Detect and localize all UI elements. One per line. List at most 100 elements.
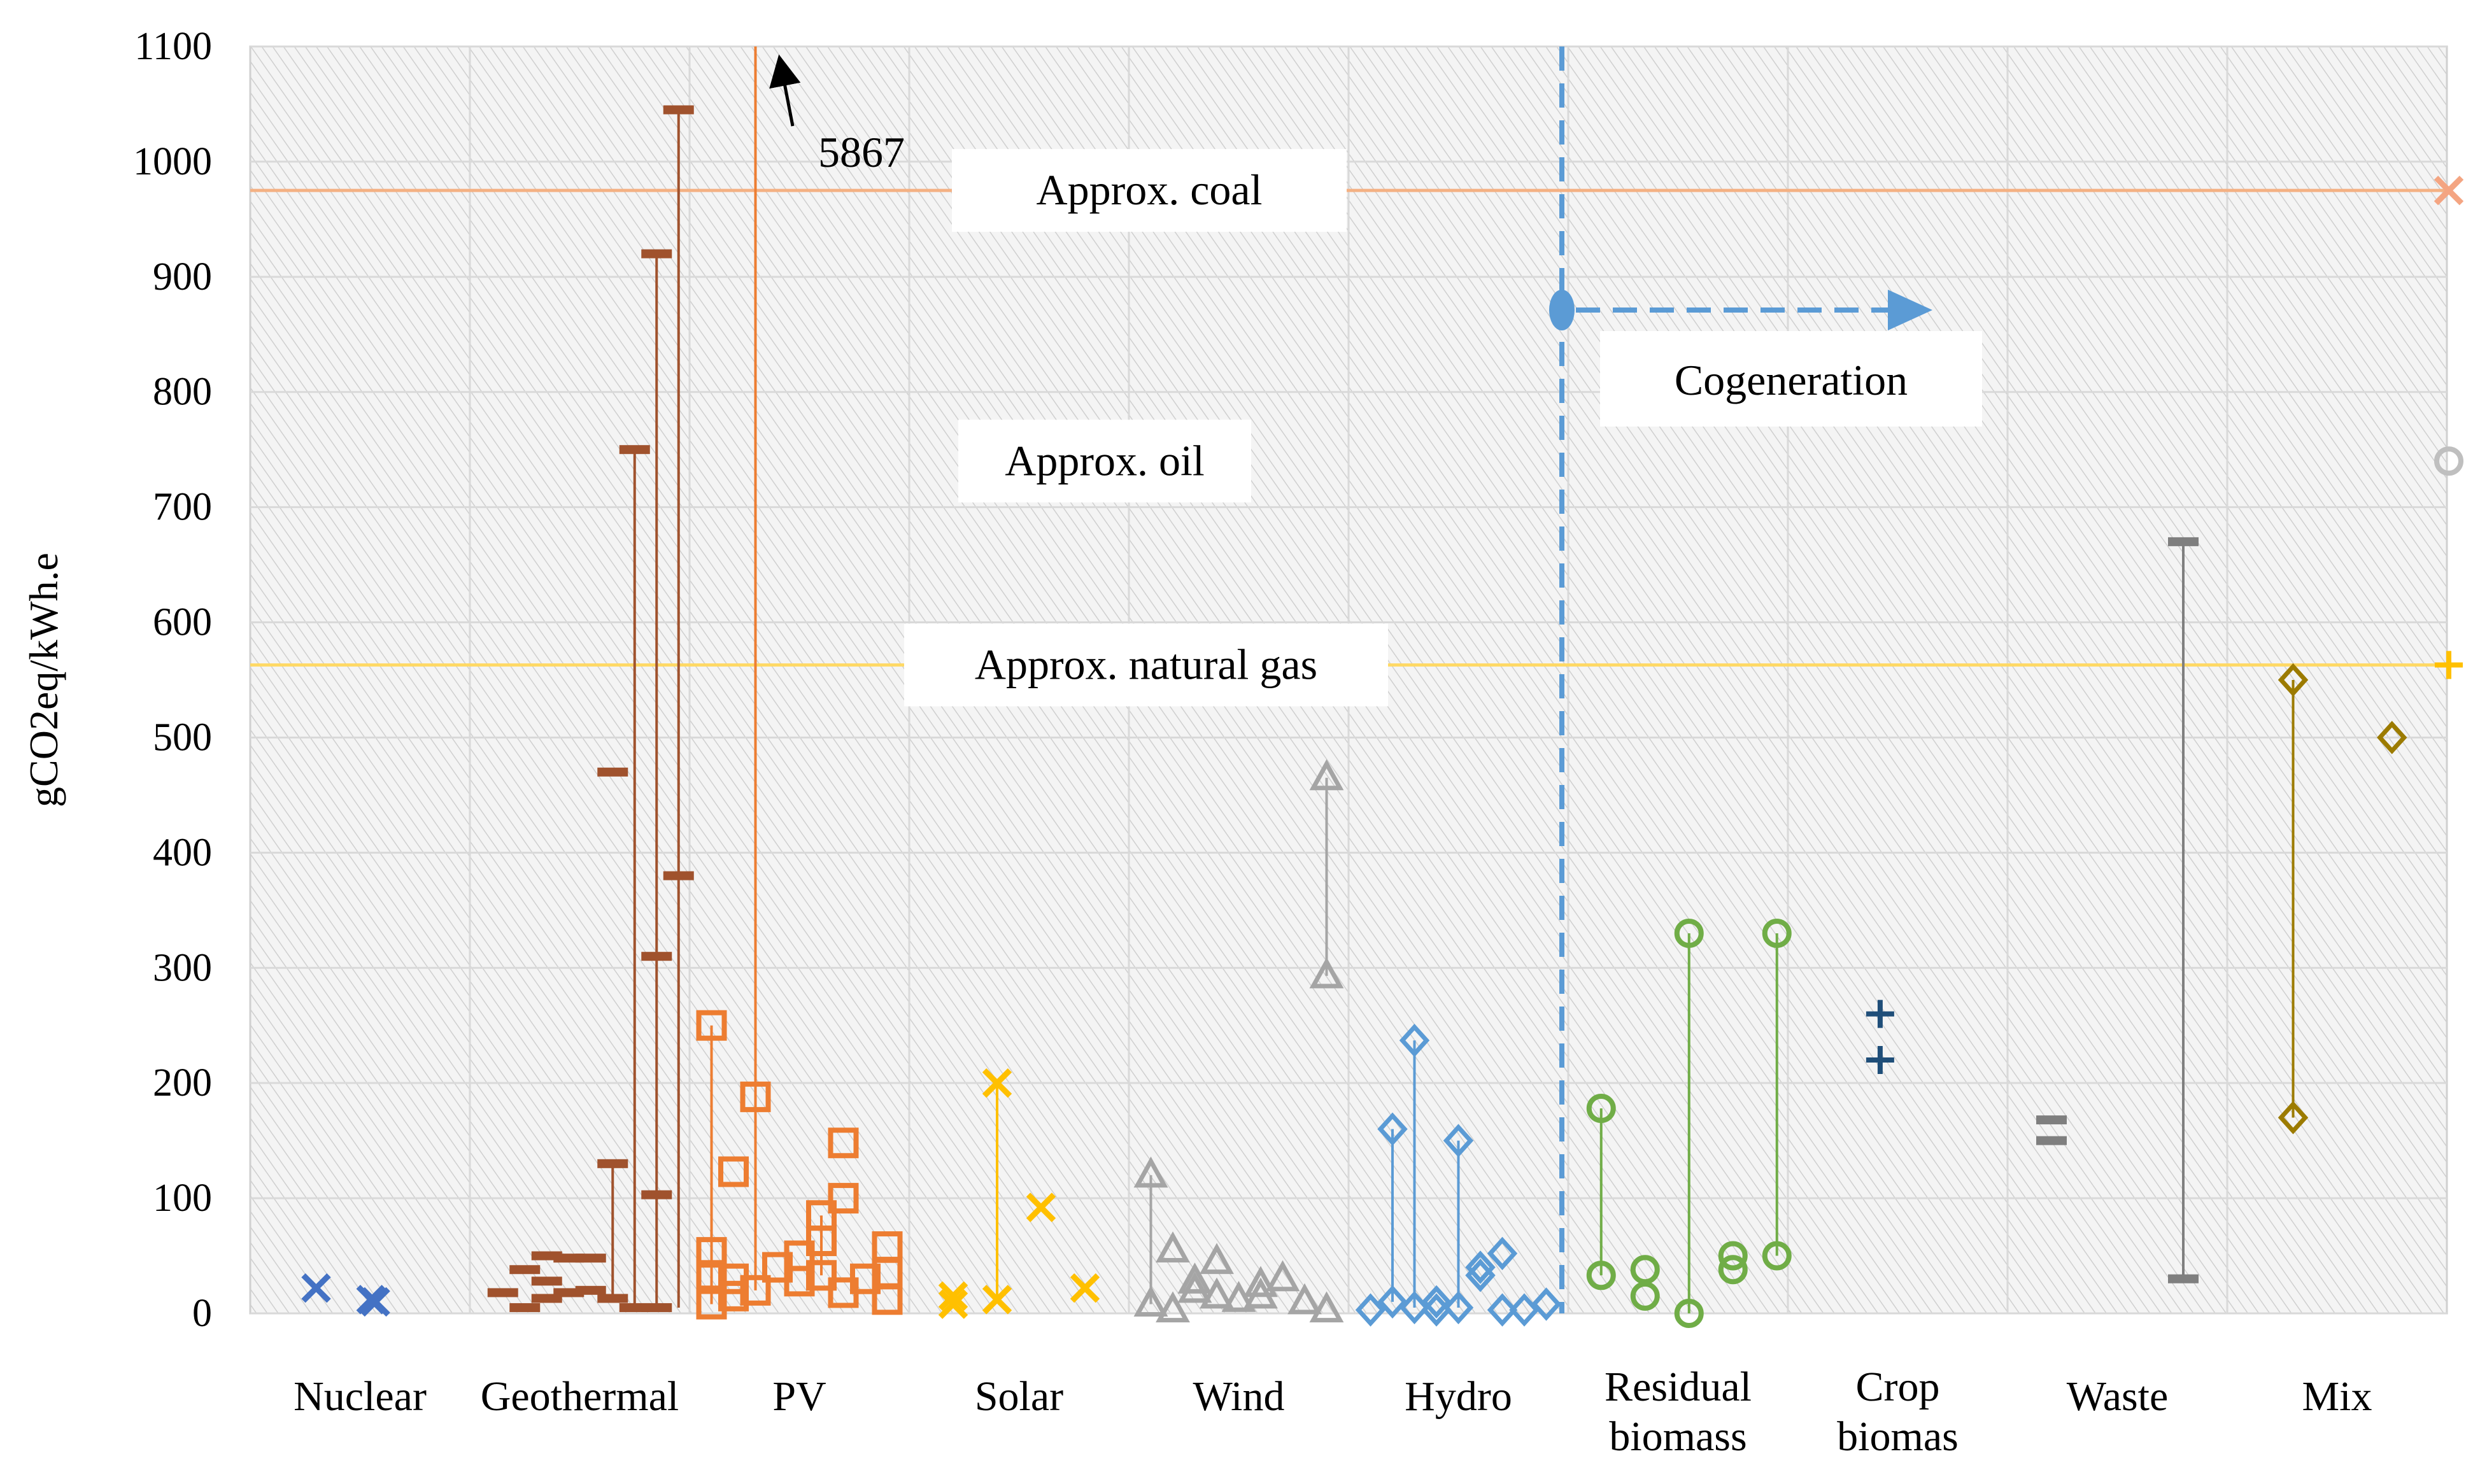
data-point: [1421, 1285, 1452, 1319]
category-label: Mix: [2302, 1373, 2372, 1420]
data-point: [1866, 1046, 1894, 1074]
data-point: [872, 1284, 903, 1315]
data-point: [1200, 1243, 1234, 1275]
data-point: [641, 952, 672, 961]
data-point: [301, 1273, 331, 1303]
data-point: [1674, 919, 1704, 948]
data-point: [663, 105, 694, 115]
ref-marker-coal: [2434, 175, 2464, 206]
data-point: [1026, 1192, 1056, 1222]
reference-labels: Approx. coal Approx. oil Approx. natural g…: [904, 149, 1388, 707]
data-point: [1377, 1112, 1408, 1146]
data-point: [1377, 1285, 1408, 1319]
category-label: Nuclear: [294, 1373, 427, 1420]
data-point: [360, 1287, 390, 1317]
data-point: [1630, 1281, 1660, 1311]
data-point: [1309, 1291, 1344, 1323]
data-point: [641, 1303, 672, 1312]
y-tick-label: 1000: [133, 140, 212, 183]
data-point: [619, 445, 650, 455]
ref-marker-oil: [2434, 446, 2463, 476]
data-point: [509, 1303, 541, 1312]
data-point: [696, 1260, 727, 1291]
data-point: [718, 1280, 749, 1311]
data-point: [740, 1081, 771, 1112]
data-point: [1177, 1271, 1212, 1303]
data-point: [575, 1254, 606, 1263]
data-point: [1586, 1093, 1616, 1123]
data-point: [1133, 1285, 1168, 1317]
data-point: [806, 1226, 837, 1257]
y-tick-label: 0: [192, 1292, 212, 1335]
grid-lines: [250, 45, 2447, 1315]
data-point: [740, 1275, 771, 1306]
data-point: [1156, 1231, 1190, 1262]
y-tick-label: 700: [153, 486, 212, 529]
data-point: [2377, 721, 2407, 754]
ref-marker-natural_gas: [2435, 651, 2463, 679]
cogeneration-arrowhead: [1888, 290, 1932, 330]
ref-label-natural_gas: Approx. natural gas: [975, 640, 1317, 688]
data-point: [696, 1289, 727, 1320]
data-point: [509, 1265, 541, 1275]
ref-label-box: [958, 420, 1251, 503]
y-tick-label: 400: [153, 831, 212, 874]
data-point: [1531, 1287, 1562, 1321]
data-point: [2278, 663, 2309, 697]
category-label: Wind: [1193, 1373, 1285, 1420]
data-point: [1156, 1291, 1190, 1323]
data-point: [597, 767, 628, 777]
category-labels: Nuclear Geothermal PV Solar Wind Hydro Residua…: [294, 1364, 2372, 1460]
data-point: [1674, 1299, 1704, 1328]
data-point: [1718, 1255, 1748, 1285]
data-point: [1070, 1273, 1100, 1303]
data-point: [1309, 759, 1344, 791]
data-point: [1309, 957, 1344, 989]
y-tick-label: 600: [153, 601, 212, 644]
data-point: [1762, 1241, 1792, 1271]
category-label: Crop biomas: [1837, 1364, 1959, 1460]
data-point: [641, 1190, 672, 1199]
data-markers: [301, 105, 2464, 1328]
category-label: Hydro: [1405, 1373, 1512, 1420]
data-point: [1177, 1262, 1212, 1294]
ref-label-box: [952, 149, 1347, 232]
data-point: [696, 1010, 727, 1041]
data-point: [1399, 1024, 1430, 1057]
category-label: PV: [772, 1373, 826, 1420]
data-point: [597, 1294, 628, 1303]
data-point: [1244, 1277, 1278, 1309]
data-point: [1265, 1260, 1300, 1292]
data-point: [982, 1068, 1012, 1098]
y-tick-label: 300: [153, 946, 212, 989]
y-tick-label: 900: [153, 255, 212, 299]
data-point: [663, 871, 694, 880]
cogeneration-label-box: [1600, 331, 1982, 427]
data-point: [487, 1288, 518, 1297]
data-point: [938, 1289, 968, 1319]
data-point: [641, 249, 672, 258]
off-scale-arrow: [769, 54, 801, 127]
data-point: [1221, 1281, 1256, 1312]
data-point: [1866, 1000, 1894, 1028]
data-point: [575, 1285, 606, 1295]
ref-label-box: [904, 623, 1388, 707]
data-point: [828, 1183, 859, 1214]
data-point: [938, 1281, 968, 1311]
ref-label-oil: Approx. oil: [1005, 436, 1205, 484]
category-label: Residual biomass: [1605, 1364, 1752, 1460]
data-point: [850, 1263, 881, 1294]
category-label: Geothermal: [481, 1373, 679, 1420]
data-point: [828, 1127, 859, 1159]
data-point: [1586, 1261, 1616, 1290]
data-point: [982, 1285, 1012, 1315]
data-point: [784, 1266, 815, 1297]
data-point: [2036, 1115, 2067, 1125]
data-point: [806, 1260, 837, 1291]
data-point: [1762, 919, 1792, 948]
y-axis-title: gCO2eq/kWh.e: [21, 553, 66, 807]
data-point: [1355, 1293, 1386, 1327]
y-tick-label: 800: [153, 371, 212, 414]
